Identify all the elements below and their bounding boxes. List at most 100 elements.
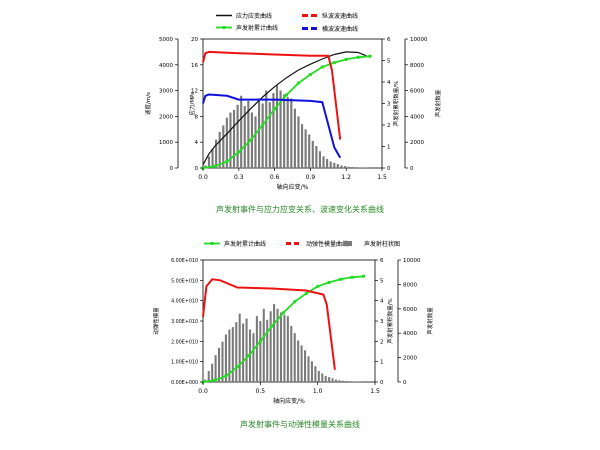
ae-count-bar bbox=[310, 361, 313, 382]
ae-count-bar bbox=[240, 95, 243, 168]
legend-label: 声发射累计曲线 bbox=[224, 240, 266, 248]
ae-count-bar bbox=[300, 345, 303, 382]
x-axis-title: 轴向应变/% bbox=[273, 397, 305, 405]
ae-count-bar bbox=[343, 166, 347, 168]
ae-count-bar bbox=[307, 356, 310, 382]
series-marker bbox=[224, 374, 228, 378]
ae-count-bar bbox=[324, 375, 327, 382]
x-tick-label: 0.0 bbox=[198, 174, 208, 181]
ae-count-bar bbox=[318, 151, 322, 168]
series-marker bbox=[350, 275, 354, 279]
y-tick-label: 0 bbox=[380, 380, 384, 386]
legend-label: 应力应变曲线 bbox=[236, 12, 272, 20]
y-tick-label: 16 bbox=[191, 63, 198, 69]
ae-count-bar bbox=[243, 106, 246, 168]
y-axis-title: 应力/MPa bbox=[188, 91, 196, 115]
ae-count-bar bbox=[311, 140, 314, 168]
ae-count-bar bbox=[222, 125, 225, 168]
ae-count-bar bbox=[293, 333, 296, 382]
legend-marker bbox=[222, 26, 226, 29]
y-tick-label: 2000 bbox=[159, 114, 173, 120]
ae-count-bar bbox=[322, 156, 325, 168]
series-line bbox=[202, 93, 342, 159]
ae-count-bar bbox=[255, 316, 258, 382]
ae-count-bar bbox=[254, 116, 257, 168]
chart-1-caption: 声发射事件与应力应变关系、波速变化关系曲线 bbox=[216, 205, 384, 214]
y-tick-label: 5 bbox=[380, 278, 384, 284]
ae-count-bar bbox=[314, 366, 317, 382]
x-tick-label: 0.9 bbox=[306, 174, 316, 181]
series-marker bbox=[270, 324, 274, 328]
y-tick-label: 0 bbox=[387, 166, 391, 172]
y-tick-label: 3.00E+010 bbox=[171, 319, 198, 325]
ae-count-bar bbox=[236, 104, 239, 168]
y-tick-label: 5000 bbox=[159, 37, 173, 43]
ae-count-bar bbox=[218, 131, 221, 168]
series-marker bbox=[281, 311, 285, 315]
ae-count-bar bbox=[273, 303, 276, 382]
legend-label: 纵波波速曲线 bbox=[322, 12, 358, 20]
ae-count-bar bbox=[279, 312, 283, 382]
series-marker bbox=[261, 123, 265, 127]
series-marker bbox=[247, 354, 251, 358]
y-tick-label: 1.00E+010 bbox=[171, 360, 198, 366]
series-marker bbox=[344, 57, 348, 61]
series-marker bbox=[249, 138, 253, 142]
x-tick-label: 1.0 bbox=[313, 388, 323, 395]
ae-count-bar bbox=[361, 167, 364, 168]
chart-wave-velocity: 0.0 0.3 0.6 0.9 1.2 1.5 轴向应变/% 0 1000 2000 3000 400… bbox=[144, 12, 442, 214]
legend-swatch bbox=[344, 241, 352, 246]
series-marker bbox=[327, 280, 331, 284]
ae-count-bar bbox=[352, 381, 355, 382]
ae-count-bar bbox=[308, 134, 311, 168]
ae-count-bar bbox=[297, 116, 300, 168]
y-tick-label: 1 bbox=[380, 360, 384, 366]
ae-count-bar bbox=[317, 371, 320, 382]
ae-count-bar bbox=[338, 380, 341, 382]
series-line bbox=[202, 50, 342, 140]
y-tick-label: 2 bbox=[387, 123, 391, 129]
ae-count-bar bbox=[345, 381, 348, 382]
x-tick-label: 1.5 bbox=[377, 174, 387, 181]
ae-count-bar bbox=[351, 166, 354, 168]
series-marker bbox=[212, 378, 216, 382]
x-axis-title: 轴向应变/% bbox=[277, 183, 309, 191]
y-axis-title: 速度/m/s bbox=[144, 92, 152, 115]
ae-count-bar bbox=[283, 94, 286, 168]
y-axis-title: 声发射数量 bbox=[426, 307, 434, 335]
legend-label: 声发射柱状图 bbox=[364, 240, 400, 248]
y-tick-label: 6000 bbox=[410, 89, 424, 95]
ae-count-bar bbox=[252, 333, 255, 382]
ae-count-bar bbox=[321, 373, 324, 382]
y-axis-title: 声发射累积数量/% bbox=[392, 81, 400, 127]
series-marker bbox=[225, 160, 229, 164]
series-marker bbox=[213, 164, 217, 168]
y-tick-label: 0 bbox=[410, 166, 414, 172]
y-axis-title: 声发射数量 bbox=[434, 89, 442, 117]
y-tick-label: 3000 bbox=[159, 89, 173, 95]
ae-count-bar bbox=[275, 85, 279, 168]
series-marker bbox=[273, 107, 277, 111]
y-tick-label: 6 bbox=[380, 258, 384, 264]
x-tick-label: 1.5 bbox=[370, 388, 380, 395]
ae-count-bar bbox=[290, 98, 293, 168]
y-tick-label: 4 bbox=[195, 140, 199, 146]
y-tick-label: 1 bbox=[387, 145, 391, 151]
y-tick-label: 10000 bbox=[410, 37, 428, 43]
ae-count-bar bbox=[268, 102, 271, 168]
ae-count-bar bbox=[221, 341, 224, 382]
series-marker bbox=[362, 274, 366, 278]
y-tick-label: 4 bbox=[387, 80, 391, 86]
ae-count-bar bbox=[300, 124, 304, 168]
ae-count-bar bbox=[265, 90, 268, 168]
x-tick-label: 1.2 bbox=[341, 174, 351, 181]
chart-2-svg: 0.0 0.5 1.0 1.5 轴向应变/% 0.00E+000 1.00E+010 2.00… bbox=[152, 240, 434, 405]
ae-count-bar bbox=[214, 355, 217, 382]
y-axis-title: 动弹性模量 bbox=[152, 307, 160, 335]
legend-label: 动弹性模量曲线 bbox=[306, 240, 348, 248]
ae-count-bar bbox=[290, 325, 293, 382]
ae-count-bar bbox=[225, 117, 228, 168]
ae-count-bar bbox=[232, 109, 236, 168]
legend-marker bbox=[210, 242, 214, 245]
series-marker bbox=[304, 292, 308, 296]
